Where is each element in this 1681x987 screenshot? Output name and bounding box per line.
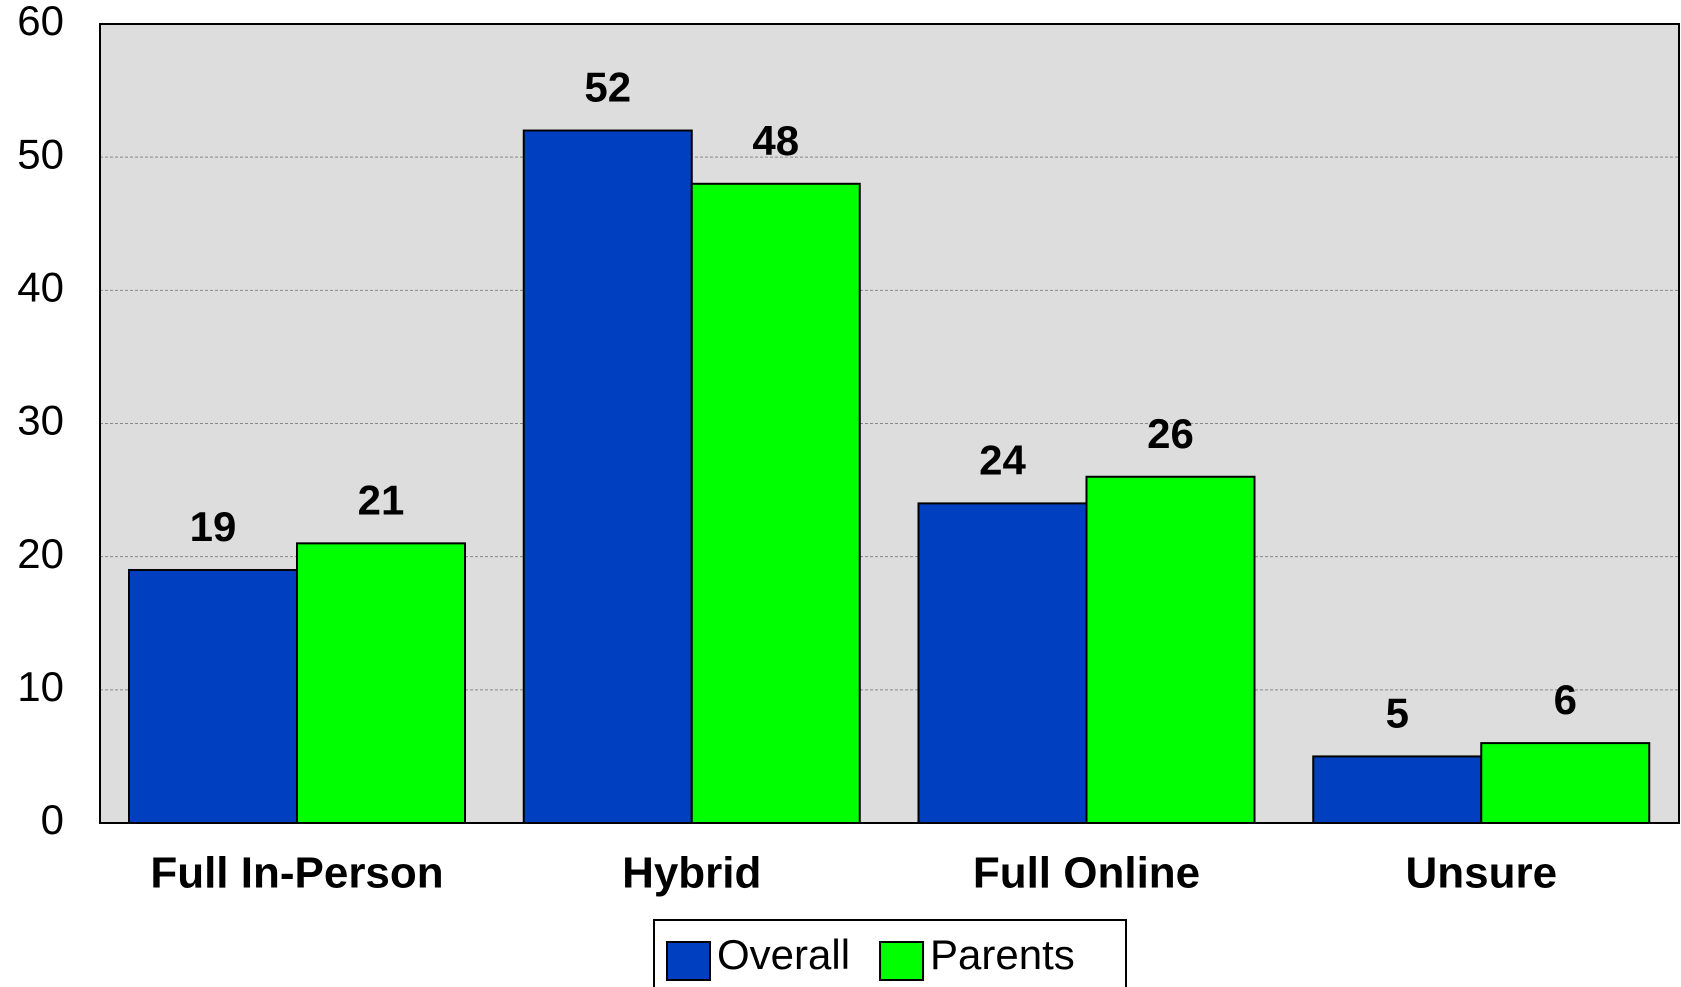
data-label: 6 <box>1554 676 1577 723</box>
x-tick-label: Unsure <box>1405 849 1557 898</box>
legend-swatch <box>879 941 925 981</box>
data-label: 24 <box>979 436 1026 483</box>
legend-label: Overall <box>717 931 850 978</box>
x-tick-label: Full Online <box>973 849 1200 898</box>
bar <box>690 182 861 825</box>
y-tick-label: 30 <box>17 397 64 444</box>
plot-border <box>99 23 1680 824</box>
bar <box>917 502 1088 824</box>
bar <box>128 568 298 824</box>
bar <box>296 542 466 824</box>
y-tick-label: 20 <box>17 530 64 577</box>
x-tick-label: Hybrid <box>622 849 761 898</box>
legend-label: Parents <box>930 931 1075 978</box>
y-tick-label: 50 <box>17 130 64 177</box>
bar <box>1480 742 1651 824</box>
data-label: 5 <box>1386 690 1409 737</box>
y-tick-label: 10 <box>17 663 64 710</box>
data-label: 21 <box>358 476 405 523</box>
bar <box>1085 475 1256 824</box>
y-tick-label: 0 <box>41 796 64 843</box>
legend-swatch <box>666 941 711 981</box>
data-label: 52 <box>584 64 631 111</box>
data-label: 19 <box>190 503 237 550</box>
bar <box>522 129 693 825</box>
y-tick-label: 40 <box>17 263 64 310</box>
x-tick-label: Full In-Person <box>150 849 443 898</box>
data-label: 48 <box>752 117 799 164</box>
data-label: 26 <box>1147 410 1194 457</box>
bar <box>1312 755 1483 825</box>
y-tick-label: 60 <box>17 0 64 44</box>
